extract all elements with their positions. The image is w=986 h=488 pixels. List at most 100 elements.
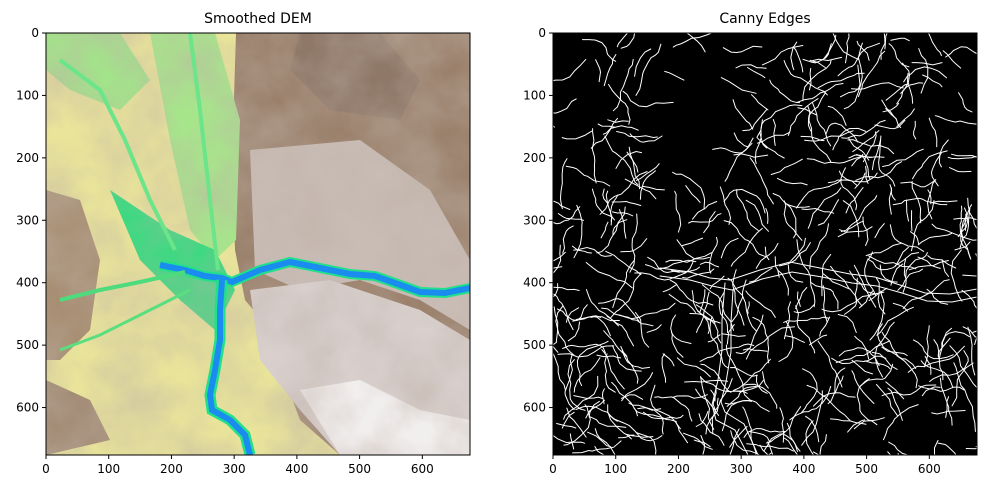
edge-segment bbox=[701, 284, 734, 331]
edge-segment bbox=[675, 421, 688, 444]
edge-segment bbox=[767, 441, 774, 455]
dem-ytick-label-0: 0 bbox=[31, 26, 39, 40]
edge-segment bbox=[774, 256, 780, 278]
edge-segment bbox=[876, 384, 898, 417]
edge-segment bbox=[563, 404, 591, 446]
edge-segment bbox=[882, 148, 924, 167]
edge-segment bbox=[889, 224, 925, 252]
edge-segment bbox=[902, 259, 907, 293]
edge-segment bbox=[721, 333, 746, 337]
edge-segment bbox=[749, 157, 774, 205]
dem-xtick-label-600: 600 bbox=[411, 462, 434, 476]
edge-segment bbox=[843, 42, 863, 110]
edge-segment bbox=[607, 119, 629, 123]
edge-segment bbox=[772, 193, 797, 239]
edge-segment bbox=[817, 340, 843, 388]
edge-segment bbox=[624, 178, 657, 200]
edge-segment bbox=[838, 347, 880, 367]
edge-segment bbox=[634, 260, 694, 281]
edge-segment bbox=[709, 316, 729, 369]
edge-segment bbox=[662, 284, 677, 293]
edge-segment bbox=[761, 45, 804, 66]
edge-segment bbox=[821, 291, 885, 313]
edge-segment bbox=[961, 289, 977, 310]
edge-segment bbox=[804, 130, 854, 142]
edge-segment bbox=[647, 256, 680, 274]
edge-segment bbox=[912, 150, 948, 180]
edge-segment bbox=[830, 418, 867, 425]
edge-segment bbox=[709, 275, 725, 290]
edge-segment bbox=[772, 119, 776, 146]
edge-segment bbox=[612, 259, 635, 308]
edge-segment bbox=[591, 128, 597, 184]
edge-segment bbox=[874, 223, 885, 239]
edge-segment bbox=[689, 313, 722, 344]
edge-segment bbox=[745, 290, 776, 318]
edge-segment bbox=[611, 381, 638, 417]
edge-segment bbox=[937, 442, 957, 455]
edge-segment bbox=[562, 343, 606, 354]
edge-segment bbox=[778, 320, 794, 362]
edge-segment bbox=[929, 350, 969, 382]
edge-segment bbox=[832, 33, 859, 60]
edge-segment bbox=[862, 216, 869, 246]
edge-segment bbox=[840, 167, 858, 211]
edge-segment bbox=[634, 48, 652, 77]
edge-segment bbox=[661, 353, 667, 383]
edge-segment bbox=[783, 60, 828, 96]
edge-segment bbox=[695, 388, 720, 416]
edge-segment bbox=[622, 90, 674, 108]
edge-segment bbox=[607, 404, 632, 440]
edges-xtick-label-100: 100 bbox=[604, 462, 627, 476]
edge-segment bbox=[783, 316, 830, 323]
edge-segment bbox=[865, 242, 902, 257]
edge-segment bbox=[851, 370, 875, 404]
edge-segment bbox=[765, 208, 769, 224]
edge-segment bbox=[837, 314, 857, 333]
edge-segment bbox=[611, 211, 634, 217]
edge-segment bbox=[722, 45, 763, 54]
edge-segment bbox=[817, 199, 839, 226]
edge-segment bbox=[733, 153, 769, 158]
edge-segment bbox=[557, 213, 584, 221]
edges-xtick-label-500: 500 bbox=[855, 462, 878, 476]
edge-segment bbox=[837, 220, 864, 238]
edge-segment bbox=[881, 331, 917, 369]
edge-segment bbox=[851, 359, 873, 375]
edge-segment bbox=[745, 199, 769, 232]
edge-segment bbox=[967, 197, 977, 245]
edge-segment bbox=[882, 102, 900, 113]
edge-segment bbox=[732, 269, 745, 326]
edge-segment bbox=[669, 279, 714, 306]
edge-segment bbox=[594, 446, 606, 455]
edge-segment bbox=[553, 351, 566, 391]
edge-segment bbox=[553, 125, 555, 128]
edge-segment bbox=[615, 150, 642, 169]
edge-segment bbox=[700, 435, 706, 455]
edge-segment bbox=[699, 289, 706, 313]
edge-segment bbox=[603, 330, 627, 357]
edge-segment bbox=[770, 158, 803, 175]
edge-segment bbox=[585, 289, 619, 327]
edge-segment bbox=[883, 404, 919, 441]
edge-segment bbox=[671, 331, 692, 344]
edges-ytick-label-200: 200 bbox=[523, 151, 546, 165]
edge-segment bbox=[950, 249, 963, 302]
edge-segment bbox=[691, 290, 721, 324]
edge-segment bbox=[784, 335, 805, 343]
edge-segment bbox=[766, 406, 802, 444]
edge-segment bbox=[684, 379, 729, 383]
edges-ticks: 0 100 200 300 400 500 600 0 100 200 300 400 500 600 bbox=[523, 26, 941, 476]
edge-segment bbox=[913, 120, 917, 140]
edges-ytick-label-0: 0 bbox=[538, 26, 546, 40]
edge-segment bbox=[888, 43, 910, 68]
edge-segment bbox=[723, 188, 766, 214]
edge-segment bbox=[800, 135, 825, 142]
edge-segment bbox=[954, 241, 971, 251]
edge-segment bbox=[729, 426, 748, 448]
edge-segment bbox=[621, 394, 644, 400]
edge-segment bbox=[672, 394, 708, 399]
edge-segment bbox=[635, 312, 650, 348]
edge-segment bbox=[857, 50, 886, 98]
edge-segment bbox=[892, 302, 909, 312]
